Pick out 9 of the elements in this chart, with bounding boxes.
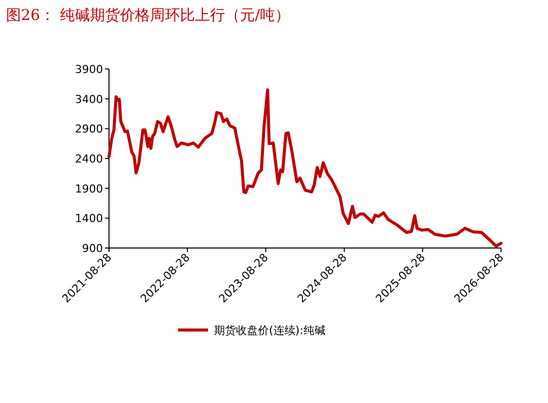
y-tick-label: 2900 <box>75 122 103 136</box>
legend-label: 期货收盘价(连续):纯碱 <box>214 324 326 337</box>
y-tick-label: 1900 <box>75 182 103 196</box>
chart-title: 图26： 纯碱期货价格周环比上行（元/吨） <box>6 6 290 24</box>
y-tick-label: 2400 <box>75 152 103 166</box>
y-tick-label: 900 <box>82 242 103 255</box>
y-tick-label: 1400 <box>75 212 103 226</box>
y-tick-label: 3400 <box>75 92 103 106</box>
y-tick-label: 3900 <box>75 63 103 76</box>
